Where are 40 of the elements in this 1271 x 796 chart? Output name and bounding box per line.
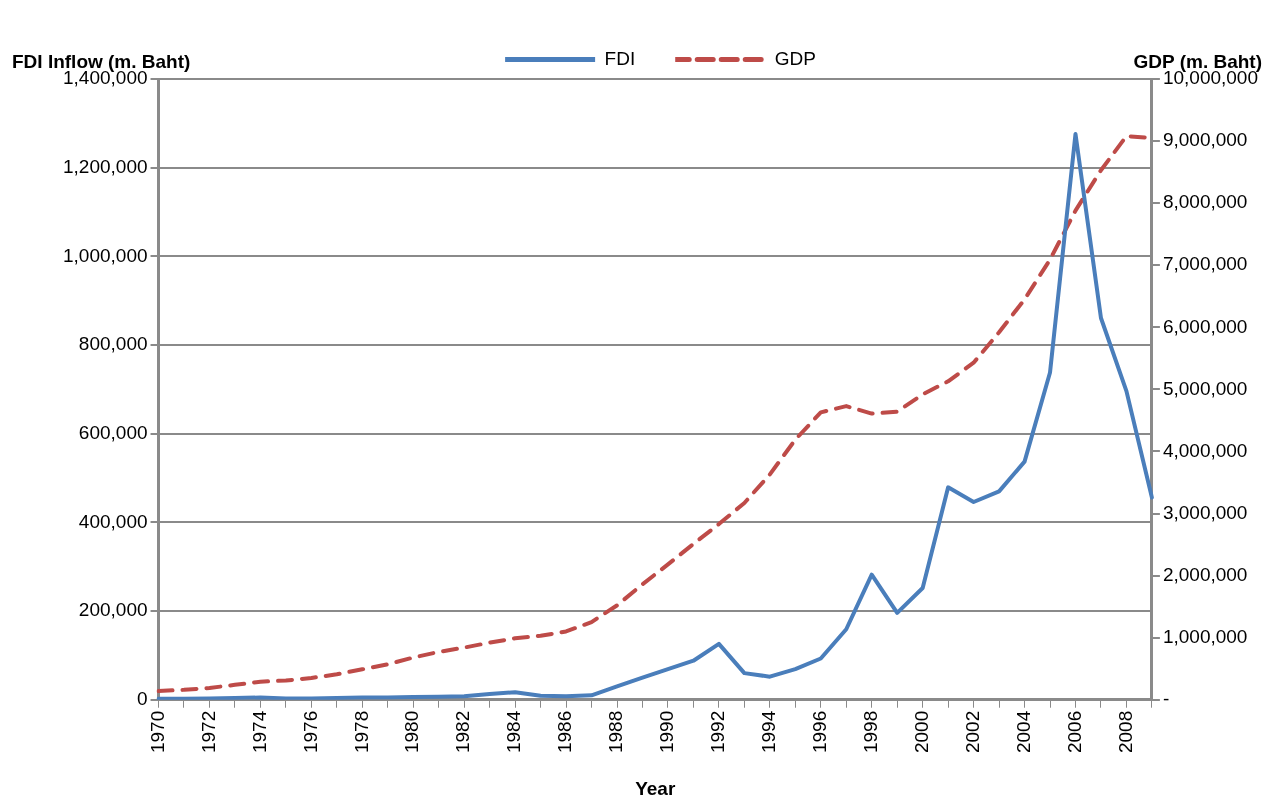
- y-tick-label: 400,000: [78, 510, 148, 532]
- x-tick-label: 1990: [656, 710, 678, 754]
- y-tick-label: 0: [136, 687, 148, 709]
- y2-tick-label: 2,000,000: [1162, 563, 1248, 585]
- x-tick-label: 1972: [197, 710, 219, 754]
- x-tick-label: 2002: [961, 710, 983, 754]
- x-tick-label: 1986: [554, 710, 576, 754]
- y2-tick-label: 9,000,000: [1162, 129, 1248, 151]
- y-tick-label: 1,000,000: [62, 244, 148, 266]
- x-tick-label: 1982: [452, 710, 474, 754]
- y-tick-label: 600,000: [78, 421, 148, 443]
- y2-tick-label: 1,000,000: [1162, 625, 1248, 647]
- y2-tick-label: 5,000,000: [1162, 377, 1248, 399]
- x-tick-label: 1978: [350, 710, 372, 754]
- y2-tick-label: 8,000,000: [1162, 191, 1248, 213]
- x-tick-label: 1988: [605, 710, 627, 754]
- x-tick-label: 2008: [1114, 710, 1136, 754]
- x-tick-label: 1970: [146, 710, 168, 754]
- x-tick-label: 1996: [809, 710, 831, 754]
- x-tick-label: 1984: [503, 710, 525, 754]
- x-tick-label: 1998: [859, 710, 881, 754]
- y2-tick-label: -: [1162, 687, 1170, 709]
- y-tick-label: 1,200,000: [62, 155, 148, 177]
- x-axis-title: Year: [635, 778, 676, 796]
- y2-tick-label: 3,000,000: [1162, 501, 1248, 523]
- y2-tick-label: 7,000,000: [1162, 253, 1248, 275]
- x-tick-label: 1974: [248, 710, 270, 754]
- x-tick-label: 2000: [910, 710, 932, 754]
- y-tick-label: 200,000: [78, 599, 148, 621]
- x-tick-label: 1976: [299, 710, 321, 754]
- x-tick-label: 1994: [758, 710, 780, 754]
- x-tick-label: 1992: [707, 710, 729, 754]
- x-tick-label: 2006: [1063, 710, 1085, 754]
- x-tick-label: 2004: [1012, 710, 1034, 754]
- y2-tick-label: 4,000,000: [1162, 439, 1248, 461]
- y2-tick-label: 6,000,000: [1162, 315, 1248, 337]
- legend-label: FDI: [604, 47, 636, 69]
- y-tick-label: 800,000: [78, 333, 148, 355]
- x-tick-label: 1980: [401, 710, 423, 754]
- legend-label: GDP: [774, 47, 816, 69]
